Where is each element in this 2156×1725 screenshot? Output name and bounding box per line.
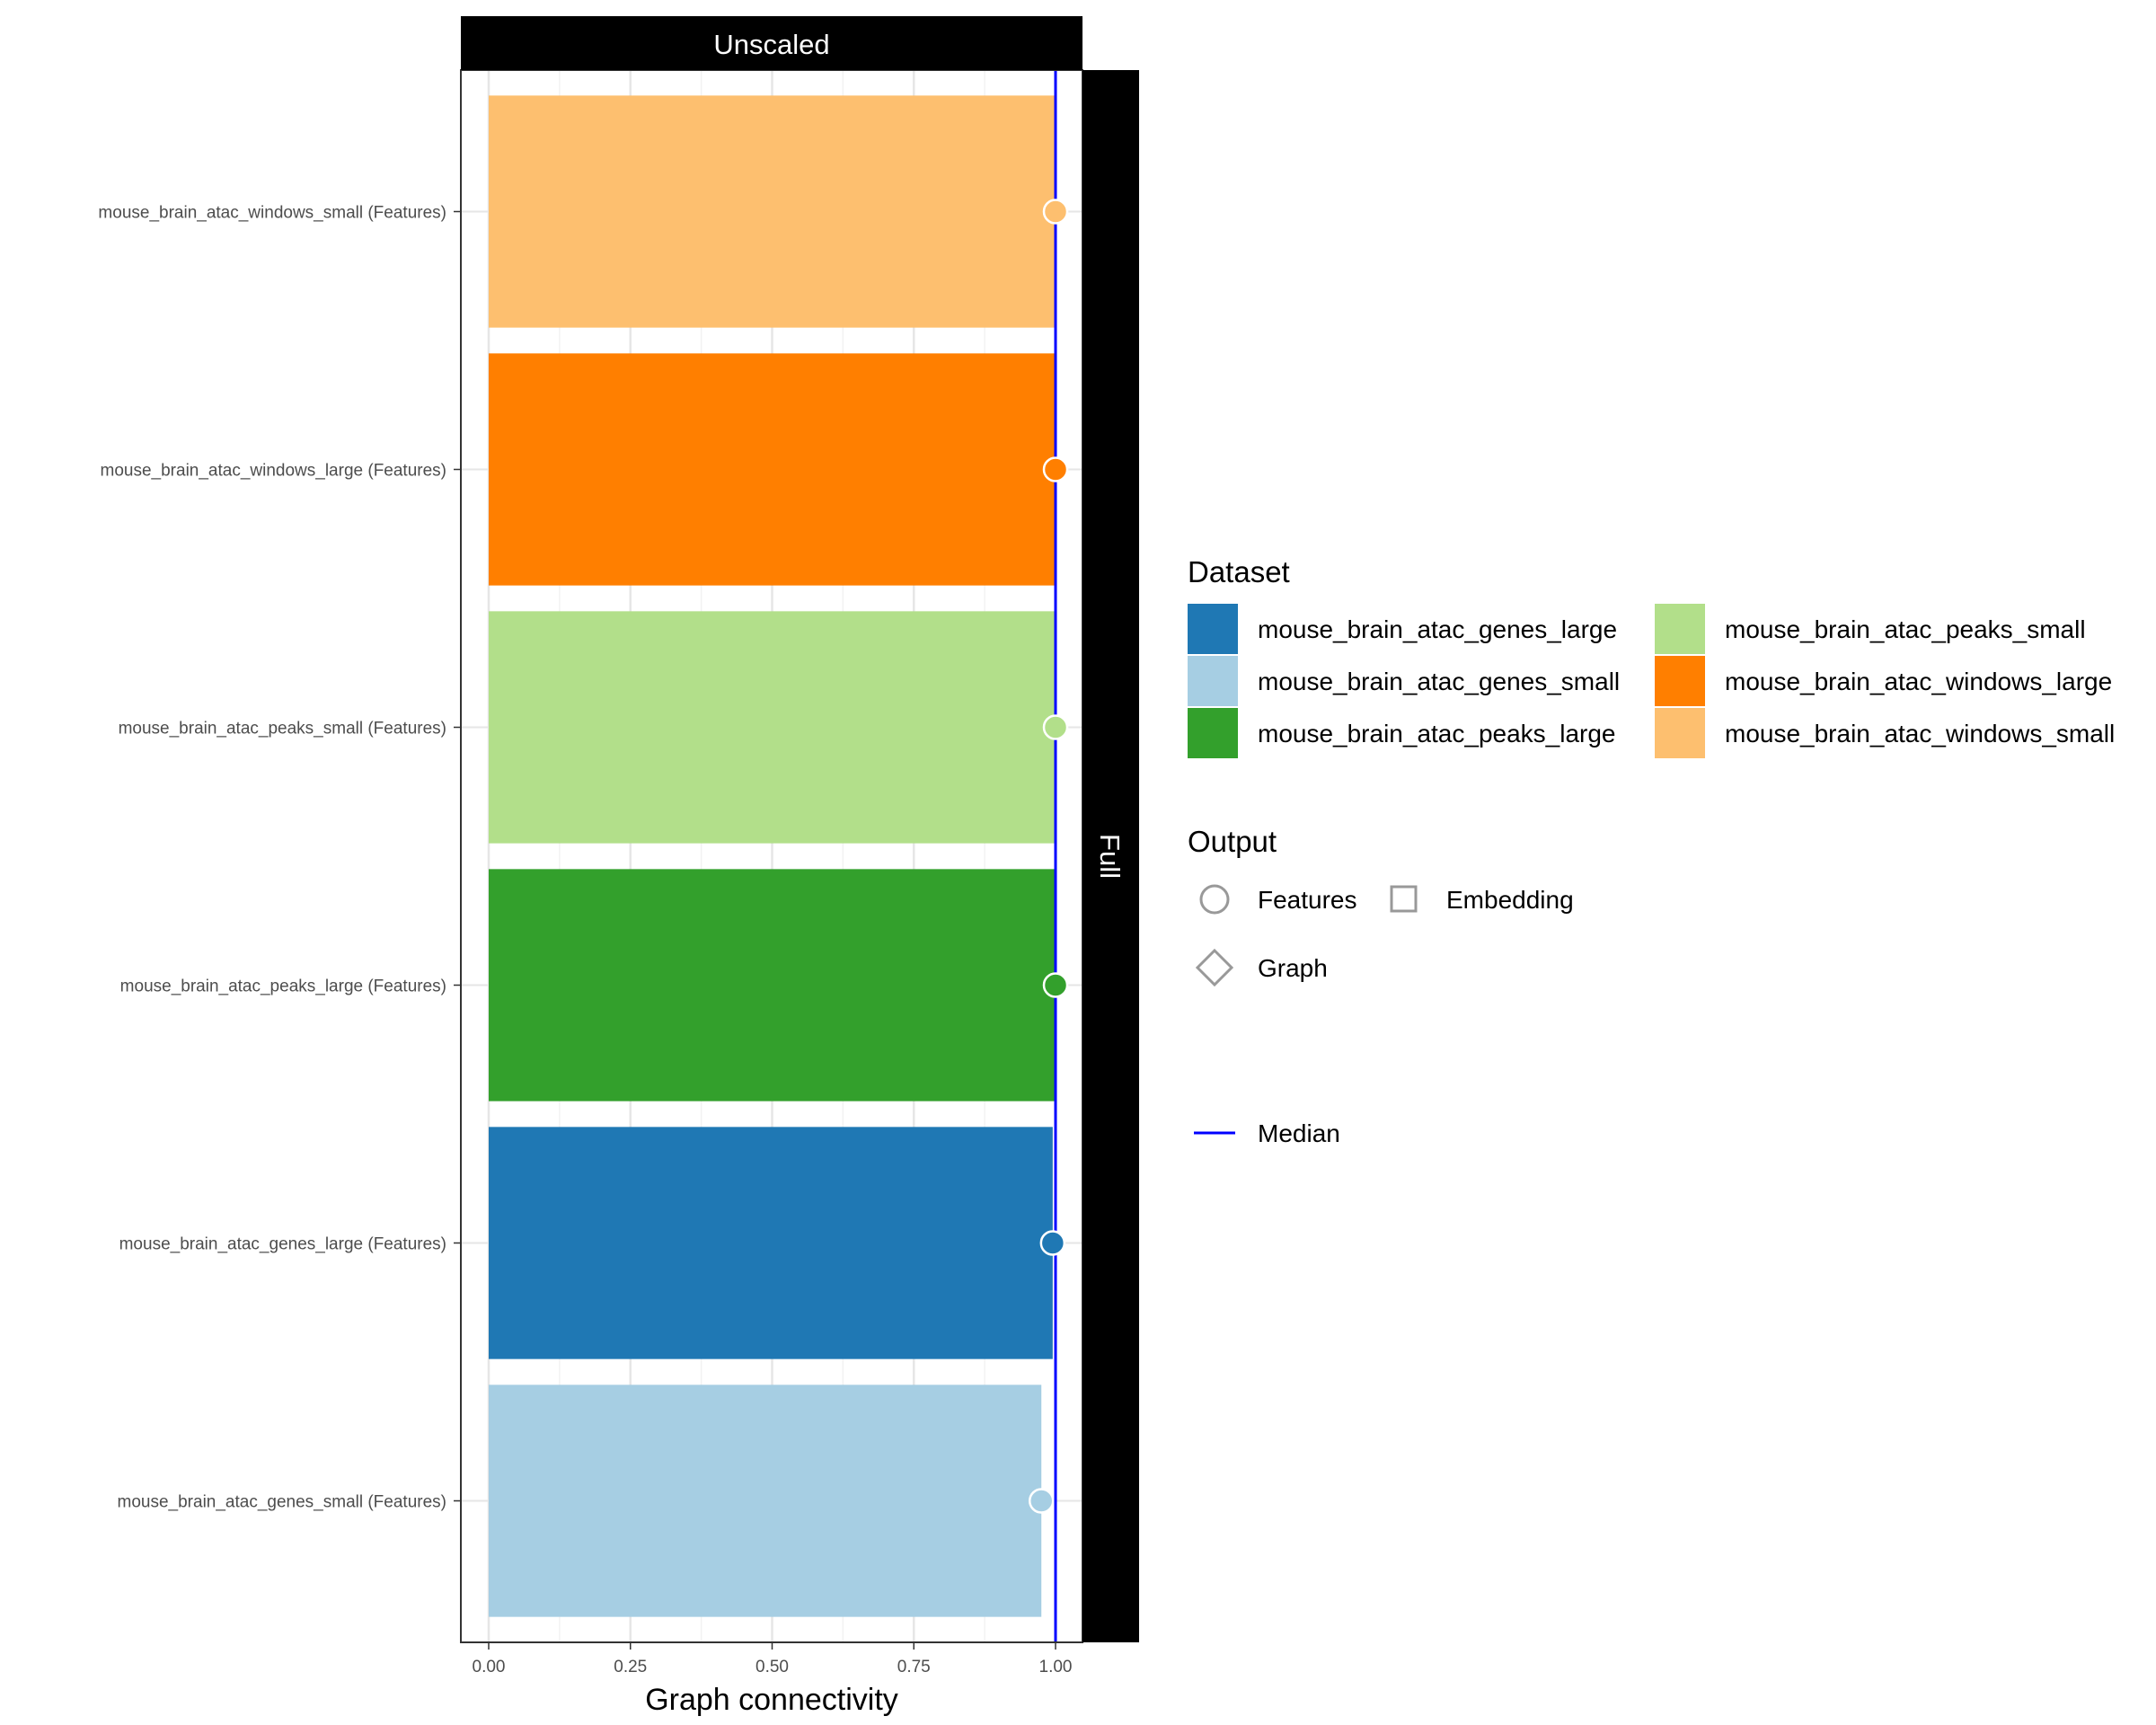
y-tick-label: mouse_brain_atac_windows_small (Features… <box>98 204 446 223</box>
point <box>1039 1230 1066 1256</box>
legend-swatch <box>1655 604 1705 654</box>
legend-median-label: Median <box>1258 1119 1340 1147</box>
legend-dataset-label: mouse_brain_atac_windows_large <box>1725 668 2112 695</box>
x-tick-label: 0.50 <box>755 1658 789 1676</box>
point <box>1042 972 1069 998</box>
legend-output-embedding: Embedding <box>1390 885 1574 914</box>
facet-strip-right-label: Full <box>1094 834 1126 879</box>
legend-dataset-label: mouse_brain_atac_windows_small <box>1725 720 2115 748</box>
legend-output-graph-label: Graph <box>1258 954 1328 982</box>
legend-diamond-shape <box>1195 948 1234 987</box>
legend-swatch <box>1655 656 1705 706</box>
bars <box>489 95 1056 1617</box>
legend-dataset-label: mouse_brain_atac_genes_small <box>1258 668 1620 695</box>
legend-dataset-title: Dataset <box>1188 555 1290 588</box>
y-tick-label: mouse_brain_atac_peaks_small (Features) <box>119 720 446 739</box>
legend-swatch <box>1655 708 1705 758</box>
legend-output-embedding-label: Embedding <box>1446 886 1574 914</box>
bar <box>489 869 1056 1101</box>
x-tick-label: 0.25 <box>614 1658 647 1676</box>
point <box>1042 199 1069 225</box>
bar <box>489 95 1056 328</box>
legend-circle-shape <box>1199 884 1230 915</box>
x-ticks: 0.00 0.25 0.50 0.75 1.00 <box>473 1642 1073 1676</box>
y-tick-label: mouse_brain_atac_peaks_large (Features) <box>120 978 446 996</box>
legend-dataset-label: mouse_brain_atac_peaks_large <box>1258 720 1616 748</box>
x-tick-label: 0.00 <box>473 1658 506 1676</box>
legend-swatch <box>1188 708 1238 758</box>
facet-strip-top <box>461 16 1082 70</box>
y-tick-label: mouse_brain_atac_genes_small (Features) <box>118 1493 446 1512</box>
legend-output-title: Output <box>1188 825 1277 858</box>
facet-strip-right <box>1082 70 1139 1642</box>
points <box>1028 199 1069 1514</box>
point <box>1042 714 1069 740</box>
y-tick-label: mouse_brain_atac_windows_large (Features… <box>101 462 446 481</box>
legend-datasets: mouse_brain_atac_genes_large mouse_brain_… <box>1188 604 2115 758</box>
bar <box>489 1384 1042 1617</box>
legend-dataset-label: mouse_brain_atac_peaks_small <box>1725 615 2086 643</box>
bar <box>489 611 1056 844</box>
legend-output-features: Features <box>1199 884 1357 915</box>
facet-strip-top-label: Unscaled <box>713 29 829 60</box>
y-tick-label: mouse_brain_atac_genes_large (Features) <box>119 1235 446 1254</box>
point <box>1028 1488 1055 1514</box>
y-tick-labels: mouse_brain_atac_windows_small (Features… <box>98 204 461 1512</box>
legend-output-features-label: Features <box>1258 886 1357 914</box>
point <box>1042 456 1069 482</box>
bar <box>489 1127 1053 1359</box>
x-axis-title: Graph connectivity <box>645 1683 898 1717</box>
legend-median: Median <box>1194 1119 1340 1147</box>
x-tick-label: 1.00 <box>1039 1658 1073 1676</box>
legend-square-shape <box>1390 885 1418 913</box>
legend-swatch <box>1188 656 1238 706</box>
legend-swatch <box>1188 604 1238 654</box>
legend-output-graph: Graph <box>1195 948 1328 987</box>
bar <box>489 353 1056 586</box>
legend-dataset-label: mouse_brain_atac_genes_large <box>1258 615 1617 643</box>
x-tick-label: 0.75 <box>897 1658 931 1676</box>
